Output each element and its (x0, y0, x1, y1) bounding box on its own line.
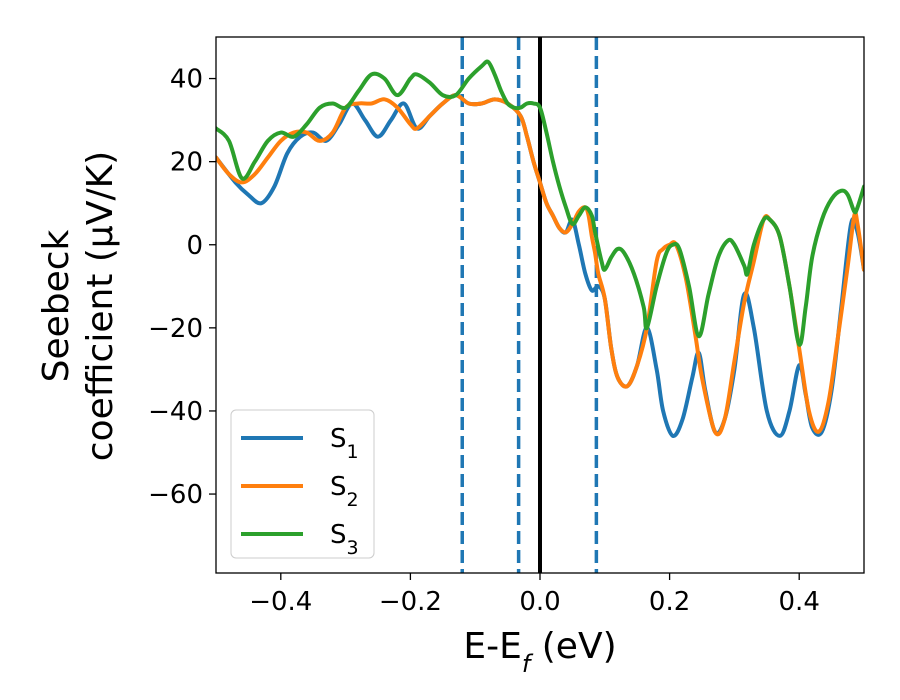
x-tick-label: 0.4 (779, 587, 820, 617)
x-axis-label: E-Ef (eV) (463, 626, 616, 678)
x-axis: −0.4 −0.2 0.0 0.2 0.4 (249, 573, 820, 617)
series-line-s1 (216, 93, 864, 438)
x-tick-label: 0.0 (519, 587, 560, 617)
y-axis-label-line2: coefficient (μV/K) (80, 151, 121, 461)
plot-area (216, 37, 864, 573)
y-tick-label: 0 (186, 231, 203, 261)
y-axis: −60 −40 −20 0 20 40 (148, 65, 216, 510)
x-tick-label: −0.2 (379, 587, 442, 617)
y-tick-label: 40 (170, 65, 203, 95)
y-tick-label: −40 (148, 397, 203, 427)
series-lines (216, 59, 864, 438)
x-tick-label: −0.4 (249, 587, 312, 617)
reference-lines (460, 37, 599, 573)
y-axis-label: Seebeck coefficient (μV/K) (36, 151, 121, 461)
y-tick-label: −20 (148, 314, 203, 344)
series-line-s3 (216, 59, 864, 347)
y-tick-label: −60 (148, 480, 203, 510)
x-tick-label: 0.2 (649, 587, 690, 617)
y-tick-label: 20 (170, 148, 203, 178)
y-axis-label-line1: Seebeck (36, 229, 77, 382)
